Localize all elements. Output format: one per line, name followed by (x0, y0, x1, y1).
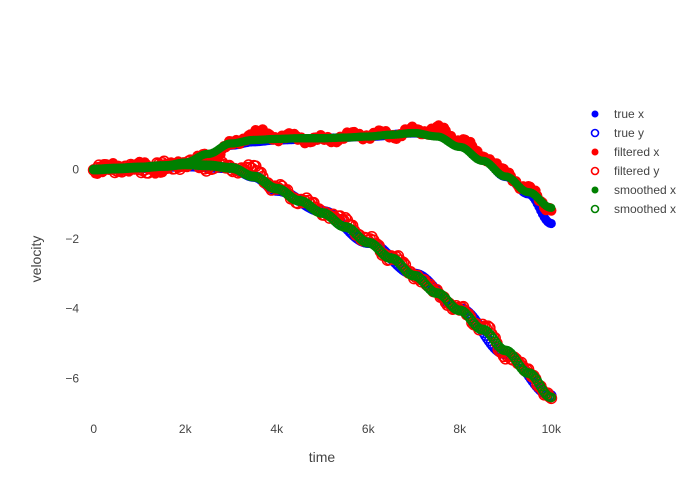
legend-marker (590, 204, 600, 214)
x-tick-label: 2k (179, 422, 193, 436)
x-tick-label: 0 (90, 422, 97, 436)
x-tick-label: 8k (453, 422, 467, 436)
x-tick-label: 4k (270, 422, 284, 436)
x-tick-label: 10k (542, 422, 562, 436)
legend-item-label: filtered y (614, 164, 659, 178)
legend-marker (591, 186, 599, 194)
x-tick-label: 6k (362, 422, 376, 436)
legend-item-label: smoothed x (614, 202, 676, 216)
series-1 (88, 160, 557, 402)
data-point (546, 392, 557, 403)
legend-item-label: filtered x (614, 145, 659, 159)
plot-area (87, 120, 558, 405)
legend-item-label: true x (614, 107, 644, 121)
y-tick-label: 0 (72, 163, 79, 177)
x-axis: 0 2k 4k 6k 8k 10k (90, 422, 562, 436)
series-3 (87, 154, 558, 405)
legend-item-label: smoothed x (614, 183, 676, 197)
legend-marker (591, 148, 599, 156)
legend-marker (590, 128, 600, 138)
y-axis: 0 −2 −4 −6 (65, 163, 79, 386)
y-tick-label: −6 (65, 371, 79, 385)
data-point (546, 218, 556, 229)
legend-marker (590, 166, 600, 176)
legend-marker (591, 110, 599, 118)
data-point (547, 203, 556, 213)
y-tick-label: −2 (65, 232, 79, 246)
legend: true x true y filtered x filtered y smoothed… (590, 107, 676, 216)
legend-item-label: true y (614, 126, 644, 140)
y-tick-label: −4 (65, 302, 79, 316)
y-axis-title: velocity (28, 236, 44, 283)
series-5 (88, 159, 557, 403)
x-axis-title: time (309, 449, 336, 465)
